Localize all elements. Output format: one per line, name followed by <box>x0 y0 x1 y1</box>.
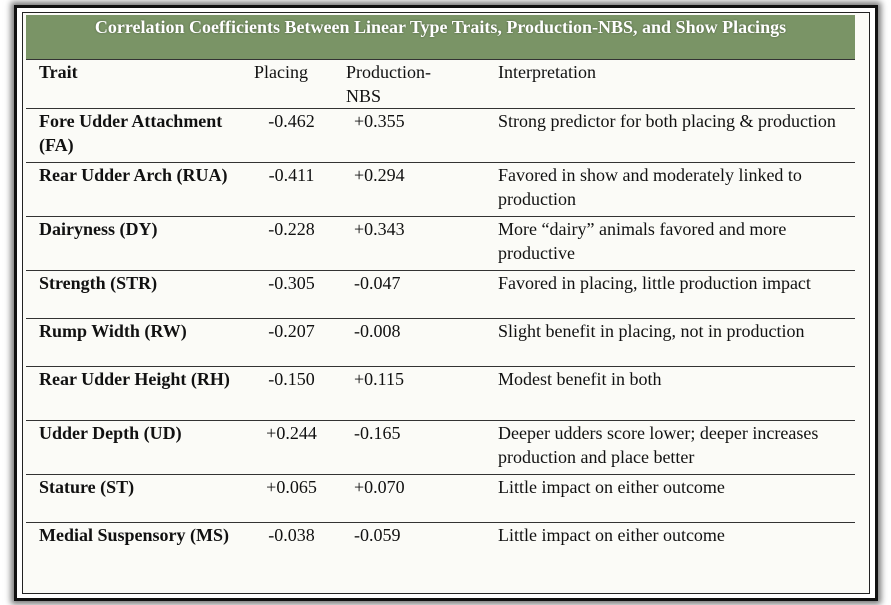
header-row: Trait Placing Production- NBS Interpreta… <box>26 59 855 109</box>
placing-cell: -0.150 <box>249 366 334 421</box>
trait-cell: Udder Depth (UD) <box>26 420 249 475</box>
trait-cell: Rump Width (RW) <box>26 318 249 367</box>
placing-cell: -0.038 <box>268 525 315 545</box>
correlation-table: Correlation Coefficients Between Linear … <box>26 15 855 576</box>
header-production: Production- NBS <box>334 59 494 109</box>
production-cell: +0.343 <box>334 216 494 271</box>
title-row: Correlation Coefficients Between Linear … <box>26 15 855 60</box>
placing-cell: -0.207 <box>249 318 334 367</box>
trait-cell: Stature (ST) <box>26 474 249 523</box>
interpretation-cell: Favored in show and moderately linked to… <box>494 162 855 217</box>
trait-cell: Strength (STR) <box>26 270 249 319</box>
interpretation-cell: Modest benefit in both <box>494 366 855 421</box>
placing-cell: -0.411 <box>249 162 334 217</box>
interpretation-cell: Little impact on either outcome <box>494 474 855 523</box>
table-row: Medial Suspensory (MS) -0.038 -0.059 Lit… <box>26 523 855 577</box>
trait-cell: Fore Udder Attachment (FA) <box>26 108 249 163</box>
table-row: Dairyness (DY) -0.228 +0.343 More “dairy… <box>26 216 855 271</box>
table-frame: Correlation Coefficients Between Linear … <box>14 5 878 601</box>
trait-cell: Medial Suspensory (MS) <box>39 525 230 545</box>
placing-cell: -0.228 <box>249 216 334 271</box>
table-row: Rump Width (RW) -0.207 -0.008 Slight ben… <box>26 318 855 367</box>
production-cell: +0.070 <box>334 474 494 523</box>
placing-cell: +0.244 <box>249 420 334 475</box>
production-cell: -0.047 <box>334 270 494 319</box>
header-production-text: Production- NBS <box>346 62 431 106</box>
interpretation-cell: Slight benefit in placing, not in produc… <box>494 318 855 367</box>
production-cell: -0.059 <box>354 525 401 545</box>
trait-cell: Rear Udder Arch (RUA) <box>26 162 249 217</box>
trait-cell: Dairyness (DY) <box>26 216 249 271</box>
table-row: Stature (ST) +0.065 +0.070 Little impact… <box>26 474 855 523</box>
interpretation-cell: More “dairy” animals favored and more pr… <box>494 216 855 271</box>
placing-cell: +0.065 <box>249 474 334 523</box>
interpretation-cell: Strong predictor for both placing & prod… <box>494 108 855 163</box>
production-cell: -0.008 <box>334 318 494 367</box>
placing-cell: -0.462 <box>249 108 334 163</box>
production-cell: +0.355 <box>334 108 494 163</box>
header-interpretation: Interpretation <box>494 59 855 109</box>
interpretation-cell: Little impact on either outcome <box>498 525 725 545</box>
interpretation-cell: Deeper udders score lower; deeper increa… <box>494 420 855 475</box>
table-row: Rear Udder Height (RH) -0.150 +0.115 Mod… <box>26 366 855 421</box>
table-row: Udder Depth (UD) +0.244 -0.165 Deeper ud… <box>26 420 855 475</box>
trait-cell: Rear Udder Height (RH) <box>26 366 249 421</box>
table-inner-frame: Correlation Coefficients Between Linear … <box>22 12 870 594</box>
placing-cell: -0.305 <box>249 270 334 319</box>
production-cell: +0.115 <box>334 366 494 421</box>
production-cell: +0.294 <box>334 162 494 217</box>
table-title: Correlation Coefficients Between Linear … <box>26 15 855 60</box>
interpretation-cell: Favored in placing, little production im… <box>494 270 855 319</box>
table-row: Strength (STR) -0.305 -0.047 Favored in … <box>26 270 855 319</box>
header-trait: Trait <box>26 59 249 109</box>
header-placing: Placing <box>249 59 334 109</box>
table-row: Fore Udder Attachment (FA) -0.462 +0.355… <box>26 108 855 163</box>
table-row: Rear Udder Arch (RUA) -0.411 +0.294 Favo… <box>26 162 855 217</box>
production-cell: -0.165 <box>334 420 494 475</box>
